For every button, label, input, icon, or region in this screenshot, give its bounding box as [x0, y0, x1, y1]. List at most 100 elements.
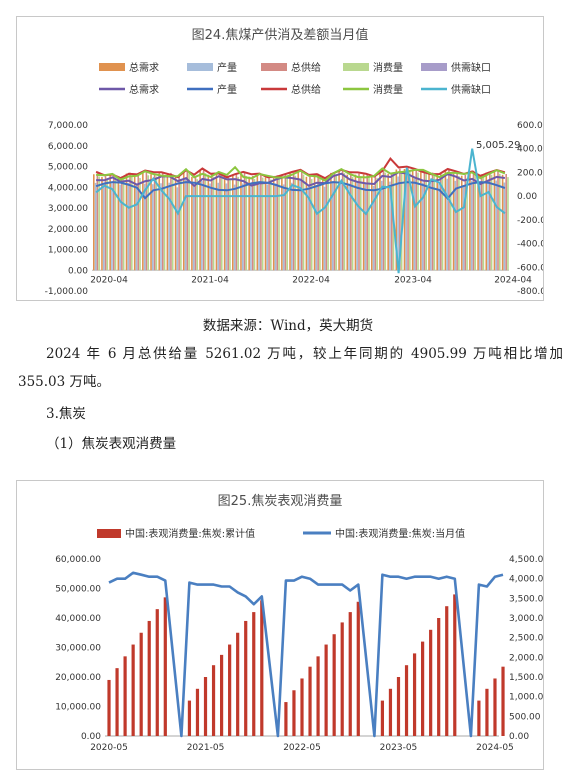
legend-label: 中国:表观消费量:焦炭:当月值 [335, 527, 465, 540]
bar [325, 176, 328, 271]
bar [139, 178, 141, 271]
bar [317, 173, 319, 271]
bar [366, 173, 368, 271]
bar [187, 700, 192, 736]
legend-label: 供需缺口 [451, 61, 491, 74]
x-tick: 2023-05 [380, 743, 418, 753]
bar [186, 170, 189, 271]
y-tick-left: 4,000.00 [48, 183, 88, 193]
bar [302, 174, 305, 271]
bar [340, 622, 344, 736]
bar [464, 174, 467, 271]
bar [364, 183, 367, 271]
bar [300, 171, 303, 271]
bar [388, 688, 393, 736]
y-tick-left: 1,000.00 [48, 246, 88, 256]
bar [462, 185, 465, 271]
bar [362, 174, 365, 271]
chart-lines [108, 571, 504, 738]
bar [300, 678, 304, 736]
bar [270, 179, 272, 271]
chart-bars [107, 594, 505, 736]
bar [438, 183, 440, 271]
bar [350, 173, 352, 271]
y-tick-right: 400.00 [517, 145, 543, 155]
bar [248, 176, 250, 271]
bar [163, 175, 166, 271]
bar [143, 183, 146, 271]
bar [122, 179, 125, 271]
bar [125, 173, 128, 271]
chart-coke-consumption: 图25.焦炭表观消费量 中国:表观消费量:焦炭:累计值 中国:表观消费量:焦炭:当… [16, 480, 544, 770]
line-production [95, 181, 506, 200]
x-tick: 2020-05 [90, 743, 128, 753]
legend-label: 消费量 [373, 61, 403, 74]
bar [191, 176, 193, 271]
bar [346, 174, 349, 271]
bar [225, 183, 228, 271]
bar [396, 677, 401, 736]
legend-label: 中国:表观消费量:焦炭:累计值 [125, 527, 255, 540]
bar [315, 185, 318, 271]
bar [294, 175, 297, 271]
bar [376, 178, 378, 271]
bar [380, 700, 385, 736]
bar [399, 168, 401, 271]
y-tick-left: -1,000.00 [45, 287, 89, 297]
bar [112, 173, 115, 271]
y-tick-right: 2,000.00 [509, 653, 543, 663]
bar [147, 620, 151, 736]
bar [219, 654, 224, 736]
bar [460, 175, 463, 271]
bar [437, 618, 441, 736]
y-tick-left: 5,000.00 [48, 163, 88, 173]
bar [485, 688, 489, 736]
bar [235, 173, 238, 271]
chart-legend: 中国:表观消费量:焦炭:累计值 中国:表观消费量:焦炭:当月值 [97, 527, 465, 540]
bar [409, 171, 411, 271]
bar [316, 656, 320, 736]
bar [274, 183, 277, 271]
bar [215, 172, 218, 271]
bar [477, 175, 479, 271]
bar [204, 173, 207, 271]
bar [449, 173, 452, 271]
bar [147, 175, 149, 271]
bar [182, 170, 185, 271]
bar [209, 183, 211, 271]
bar [497, 170, 499, 271]
bar [292, 172, 295, 271]
y-tick-right: 4,000.00 [509, 575, 543, 585]
x-tick: 2021-05 [187, 743, 225, 753]
bar [470, 180, 473, 271]
bar [260, 174, 262, 271]
line-supply-gap [95, 148, 506, 274]
bar [202, 170, 205, 271]
legend-bar-swatch [187, 63, 213, 71]
bar [472, 170, 475, 271]
bar [351, 176, 354, 271]
legend-bar-swatch [97, 529, 121, 538]
bar [453, 594, 457, 736]
bar [354, 174, 357, 271]
y-tick-left: 50,000.00 [55, 585, 101, 595]
bar [479, 181, 481, 271]
chart-coke-consumption-svg: 图25.焦炭表观消费量 中国:表观消费量:焦炭:累计值 中国:表观消费量:焦炭:当… [55, 494, 543, 753]
chart-coking-coal: 图24.焦煤产供消及差额当月值 总需求 产量 总供给 消费量 供需缺口 总需求 产量 总供给消… [16, 16, 544, 301]
y-tick-left: 7,000.00 [48, 121, 88, 131]
bar [448, 169, 450, 271]
bar [454, 180, 457, 271]
y-tick-left: 6,000.00 [48, 142, 88, 152]
bar [423, 170, 426, 271]
bar [241, 183, 244, 271]
bar [356, 601, 360, 736]
bar [163, 597, 167, 736]
bar [382, 169, 385, 271]
y-tick-left: 60,000.00 [55, 555, 101, 565]
bar [153, 173, 156, 271]
bar [101, 176, 103, 271]
bar [466, 177, 468, 271]
sub-heading: （1）焦炭表观消费量 [46, 436, 177, 452]
y-tick-right: 4,500.00 [509, 555, 543, 565]
